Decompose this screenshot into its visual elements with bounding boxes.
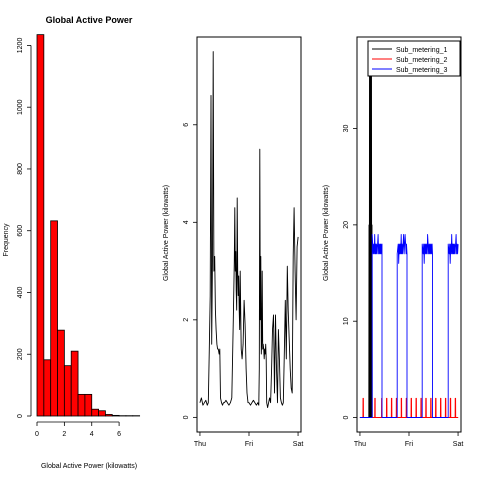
power-y-axis-label: Global Active Power (kilowatts) [163,185,170,281]
histogram-y-axis-label: Frequency [3,223,10,257]
histogram-bar [64,366,71,416]
x-tick-label: Fri [245,441,254,448]
y-tick-label: 400 [17,287,24,299]
legend-label-sub-metering-2: Sub_metering_2 [396,57,447,64]
y-tick-label: 600 [17,225,24,237]
y-tick-label: 0 [17,414,24,418]
y-tick-label: 30 [343,125,350,133]
y-tick-label: 0 [183,415,190,419]
y-tick-label: 1000 [17,99,24,115]
y-tick-label: 6 [183,123,190,127]
histogram-bar [85,394,92,416]
submetering-y-axis-label: Global Active Power (kilowatts) [323,185,330,281]
x-tick-label: 6 [117,431,121,438]
histogram-bar [71,351,78,416]
y-tick-label: 2 [183,318,190,322]
submetering-legend: Sub_metering_1 Sub_metering_2 Sub_meteri… [368,41,460,76]
y-tick-label: 4 [183,220,190,224]
legend-label-sub-metering-3: Sub_metering_3 [396,67,447,74]
legend-label-sub-metering-1: Sub_metering_1 [396,47,447,54]
histogram-bar [58,330,65,416]
y-tick-label: 200 [17,348,24,360]
histogram-bar [44,360,51,416]
histogram-bar [78,394,85,416]
y-tick-label: 800 [17,163,24,175]
histogram-bar [112,415,119,416]
histogram-bar [92,409,99,416]
histogram-title: Global Active Power [46,15,133,25]
x-tick-label: 4 [90,431,94,438]
histogram-bar [99,411,106,416]
x-tick-label: 2 [62,431,66,438]
x-tick-label: Sat [453,441,464,448]
y-tick-label: 10 [343,317,350,325]
histogram-bar [37,35,44,416]
x-tick-label: 0 [35,431,39,438]
x-tick-label: Fri [405,441,414,448]
y-tick-label: 20 [343,221,350,229]
x-tick-label: Thu [194,441,206,448]
x-tick-label: Sat [293,441,304,448]
y-tick-label: 0 [343,416,350,420]
histogram-bar [51,221,58,416]
x-tick-label: Thu [354,441,366,448]
histogram-x-axis-label: Global Active Power (kilowatts) [41,463,137,470]
histogram-bar [105,414,112,416]
y-tick-label: 1200 [17,38,24,54]
